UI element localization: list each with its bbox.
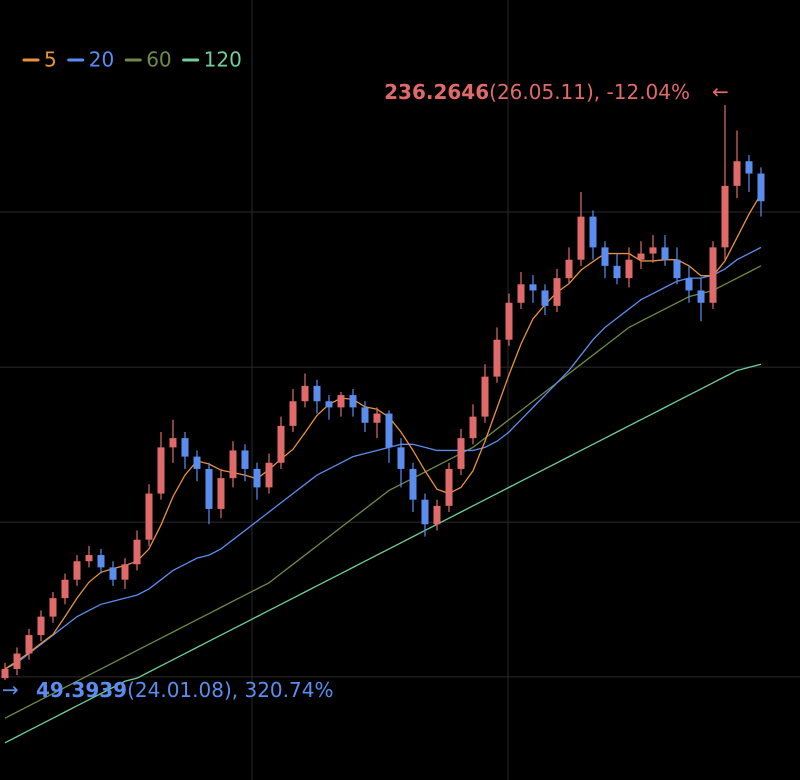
low-text: (24.01.08), 320.74%	[127, 678, 333, 702]
candle-body	[385, 413, 393, 448]
low-value: 49.3939	[36, 678, 127, 702]
candle-body	[157, 447, 165, 494]
candle-body	[469, 416, 477, 439]
high-arrow: ←	[712, 80, 729, 104]
candle-body	[493, 339, 501, 377]
low-arrow: →	[2, 678, 19, 702]
candle-body	[61, 579, 69, 599]
candle-body	[337, 395, 345, 408]
candle-body	[709, 247, 717, 303]
candle-body	[529, 284, 537, 291]
candle-body	[625, 259, 633, 279]
ma-line	[4, 363, 762, 744]
candle-body	[397, 447, 405, 469]
candle-body	[121, 564, 129, 580]
candle-body	[49, 598, 57, 617]
candle-body	[637, 253, 645, 260]
candle-body	[1, 668, 9, 679]
candle-body	[37, 616, 45, 636]
candle-body	[745, 161, 753, 174]
candle-body	[109, 567, 117, 580]
candle-body	[73, 561, 81, 580]
candle-body	[97, 555, 105, 568]
candle-body	[25, 635, 33, 654]
candle-body	[205, 468, 213, 509]
ma-line	[4, 246, 762, 670]
candle-body	[541, 290, 549, 306]
candle-body	[445, 468, 453, 506]
legend-label: 120	[204, 48, 242, 72]
candle-body	[313, 385, 321, 402]
candle-body	[517, 284, 525, 303]
candle-body	[349, 395, 357, 408]
candle-body	[217, 478, 225, 509]
candle-body	[85, 555, 93, 562]
candle-body	[601, 247, 609, 266]
candle-body	[373, 413, 381, 423]
candle-body	[757, 173, 765, 202]
high-text: (26.05.11), -12.04%	[489, 80, 690, 104]
candle-body	[409, 468, 417, 500]
candle-body	[145, 493, 153, 540]
candle-body	[733, 161, 741, 186]
candle-body	[289, 401, 297, 426]
candle-body	[565, 259, 573, 279]
candle-body	[13, 653, 21, 669]
high-value: 236.2646	[384, 80, 489, 104]
candle-body	[661, 247, 669, 260]
candle-body	[697, 290, 705, 303]
candle-body	[457, 438, 465, 469]
candle-body	[193, 456, 201, 469]
candle-body	[721, 185, 729, 248]
candle-body	[685, 278, 693, 291]
candle-body	[553, 278, 561, 306]
ma-line	[4, 265, 762, 719]
candle-body	[613, 265, 621, 279]
candle-body	[421, 499, 429, 525]
candle-body	[361, 407, 369, 423]
candle-body	[169, 438, 177, 448]
candle-body	[253, 468, 261, 488]
high-annotation: 236.2646(26.05.11), -12.04%	[384, 80, 690, 104]
candle-body	[649, 247, 657, 254]
low-annotation: 49.3939(24.01.08), 320.74%	[36, 678, 333, 702]
legend-label: 20	[89, 48, 114, 72]
candle-body	[589, 216, 597, 248]
legend-label: 60	[146, 48, 171, 72]
candle-body	[673, 259, 681, 279]
candle-body	[481, 376, 489, 417]
candle-body	[229, 450, 237, 479]
candle-body	[505, 302, 513, 340]
candle-body	[181, 438, 189, 457]
ma-line	[4, 193, 762, 670]
candle-body	[577, 216, 585, 260]
candle-body	[325, 401, 333, 408]
legend-label: 5	[44, 48, 57, 72]
candle-body	[433, 505, 441, 525]
candle-body	[265, 462, 273, 488]
candle-body	[301, 385, 309, 402]
candle-body	[277, 425, 285, 463]
candle-body	[133, 539, 141, 565]
candle-body	[241, 450, 249, 469]
